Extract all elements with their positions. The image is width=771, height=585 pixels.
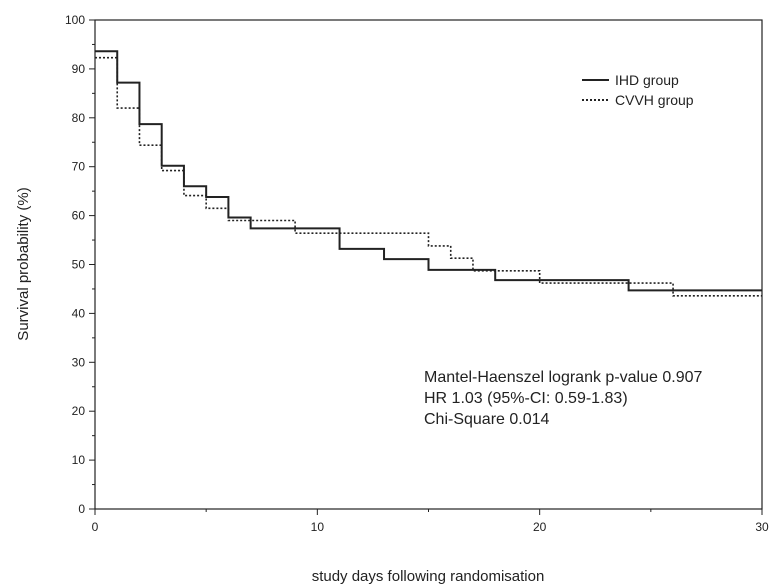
y-tick-label: 50 xyxy=(72,258,86,272)
x-tick-label: 30 xyxy=(755,520,769,534)
x-tick-label: 0 xyxy=(92,520,99,534)
x-axis-ticks: 0 10 20 30 xyxy=(92,509,769,534)
y-tick-label: 80 xyxy=(72,111,86,125)
y-tick-label: 40 xyxy=(72,306,86,320)
annotation-logrank: Mantel-Haenszel logrank p-value 0.907 xyxy=(424,369,702,386)
y-tick-label: 10 xyxy=(72,453,86,467)
y-tick-label: 30 xyxy=(72,355,86,369)
legend: IHD group CVVH group xyxy=(582,72,694,108)
y-tick-label: 70 xyxy=(72,160,86,174)
x-tick-label: 20 xyxy=(533,520,547,534)
annotation-hr: HR 1.03 (95%-CI: 0.59-1.83) xyxy=(424,390,628,407)
legend-label-ihd: IHD group xyxy=(615,72,679,88)
y-tick-label: 20 xyxy=(72,404,86,418)
series-layer xyxy=(95,50,762,297)
series-line-ihd xyxy=(95,50,762,292)
y-axis-ticks: 0 10 20 30 40 50 60 70 80 90 100 xyxy=(65,13,95,516)
x-tick-label: 10 xyxy=(311,520,325,534)
y-tick-label: 100 xyxy=(65,13,85,27)
x-axis-title: study days following randomisation xyxy=(312,568,545,585)
y-axis-title: Survival probability (%) xyxy=(15,187,32,340)
legend-label-cvvh: CVVH group xyxy=(615,92,694,108)
annotation-chisquare: Chi-Square 0.014 xyxy=(424,411,550,428)
y-tick-label: 90 xyxy=(72,62,86,76)
stats-annotation: Mantel-Haenszel logrank p-value 0.907 HR… xyxy=(424,369,702,428)
y-tick-label: 0 xyxy=(78,502,85,516)
y-tick-label: 60 xyxy=(72,209,86,223)
